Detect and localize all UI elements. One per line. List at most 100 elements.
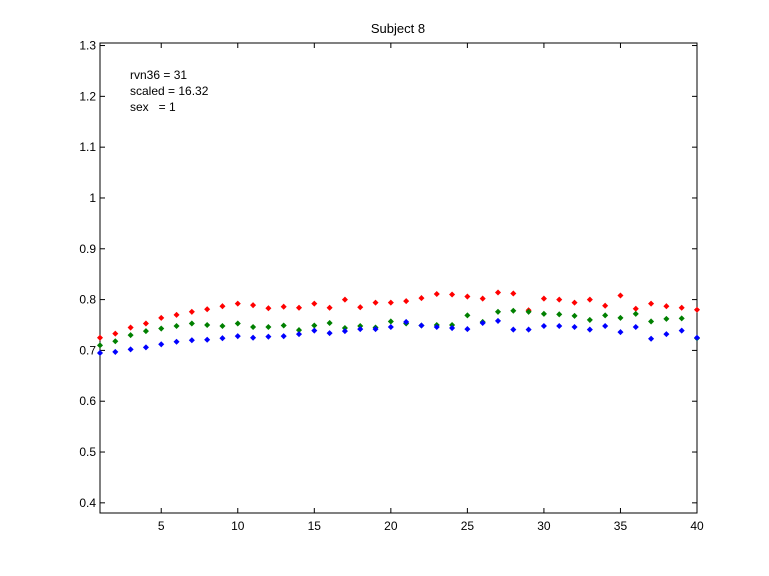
data-point: [341, 328, 348, 335]
data-point: [663, 331, 670, 338]
annotation-box: rvn36 = 31 scaled = 16.32 sex = 1: [130, 68, 209, 114]
data-point: [372, 326, 379, 333]
plot-area: [99, 42, 698, 514]
data-point: [188, 308, 195, 315]
data-point: [112, 338, 119, 345]
data-point: [112, 348, 119, 355]
data-point: [311, 300, 318, 307]
data-point: [188, 337, 195, 344]
data-point: [142, 344, 149, 351]
data-point: [403, 318, 410, 325]
data-point: [326, 304, 333, 311]
data-point: [418, 295, 425, 302]
data-point: [678, 304, 685, 311]
data-point: [464, 326, 471, 333]
data-point: [158, 314, 165, 321]
data-point: [341, 296, 348, 303]
data-point: [280, 333, 287, 340]
data-point: [602, 322, 609, 330]
data-point: [127, 346, 134, 353]
data-point: [510, 290, 517, 297]
data-point: [494, 308, 502, 315]
x-tick-label: 5: [158, 519, 165, 533]
data-point: [556, 322, 563, 330]
data-point: [571, 299, 578, 306]
data-point: [479, 319, 486, 326]
data-point: [449, 325, 456, 332]
data-point: [357, 326, 364, 333]
data-point: [142, 320, 149, 327]
data-point: [265, 305, 272, 312]
y-tick-label: 1.3: [79, 39, 96, 53]
data-point: [617, 329, 624, 336]
data-point: [571, 312, 578, 319]
x-tick-label: 40: [690, 519, 704, 533]
data-point: [219, 303, 226, 310]
data-point: [250, 324, 257, 331]
data-point: [648, 300, 655, 307]
data-point: [250, 302, 257, 309]
annotation-line: rvn36 = 31: [130, 68, 187, 82]
data-point: [357, 304, 364, 311]
x-tick-label: 20: [384, 519, 398, 533]
data-point: [663, 315, 670, 322]
data-point: [602, 302, 609, 309]
data-point: [510, 326, 517, 333]
data-point: [234, 300, 241, 307]
data-point: [127, 324, 134, 331]
data-point: [387, 324, 394, 331]
data-points: [96, 289, 701, 356]
data-point: [540, 295, 547, 302]
data-point: [219, 322, 226, 330]
data-point: [433, 324, 440, 331]
data-point: [295, 331, 303, 338]
data-point: [372, 299, 379, 306]
data-point: [204, 321, 211, 329]
data-point: [678, 327, 685, 334]
data-point: [632, 324, 639, 331]
data-point: [693, 306, 701, 313]
data-point: [571, 324, 578, 331]
x-tick-label: 10: [231, 519, 245, 533]
data-point: [387, 299, 394, 306]
data-point: [403, 298, 410, 305]
data-point: [96, 334, 104, 341]
x-tick-label: 25: [461, 519, 475, 533]
data-point: [173, 338, 180, 345]
data-point: [648, 318, 655, 325]
data-point: [250, 334, 257, 341]
data-point: [632, 310, 639, 317]
y-tick-label: 0.5: [79, 445, 96, 459]
data-point: [173, 322, 180, 330]
data-point: [96, 349, 104, 356]
data-point: [326, 330, 333, 337]
y-tick-label: 0.8: [79, 293, 96, 307]
data-point: [464, 293, 471, 300]
data-point: [663, 303, 670, 310]
data-point: [219, 335, 226, 342]
data-point: [479, 295, 486, 302]
data-point: [449, 291, 456, 298]
data-point: [525, 326, 532, 333]
data-point: [311, 327, 318, 334]
data-point: [418, 322, 425, 329]
data-point: [556, 296, 563, 303]
data-point: [494, 289, 502, 296]
data-point: [204, 336, 211, 343]
data-point: [586, 326, 593, 333]
y-tick-label: 0.6: [79, 394, 96, 408]
data-point: [540, 310, 547, 317]
y-tick-label: 0.4: [79, 496, 96, 510]
data-point: [602, 312, 609, 319]
y-tick-label: 0.9: [79, 242, 96, 256]
chart-title: Subject 8: [371, 21, 425, 36]
data-point: [142, 328, 149, 335]
data-point: [295, 304, 303, 311]
x-tick-label: 30: [537, 519, 551, 533]
data-point: [494, 317, 502, 324]
data-point: [617, 314, 624, 321]
data-point: [556, 311, 563, 318]
data-point: [586, 316, 593, 323]
data-point: [127, 332, 134, 339]
